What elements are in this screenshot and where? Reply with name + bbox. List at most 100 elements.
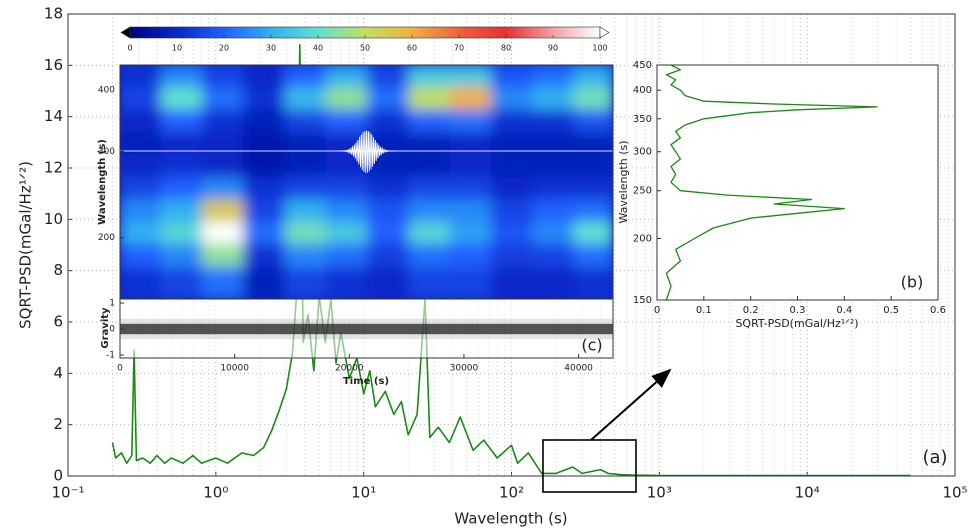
- plot-frame: [119, 298, 614, 359]
- x-tick-label: 0.6: [930, 305, 946, 316]
- heatmap-cell: [573, 243, 613, 268]
- heatmap-cell: [532, 221, 575, 245]
- heatmap-cell: [120, 266, 162, 299]
- heatmap-cell: [573, 65, 613, 88]
- heatmap-cell: [325, 65, 369, 88]
- colorbar-tick-label: 10: [172, 44, 182, 53]
- heatmap-cell: [367, 221, 410, 245]
- heatmap-cell: [408, 243, 451, 268]
- heatmap-cell: [120, 109, 162, 133]
- heatmap-cell: [532, 86, 575, 111]
- y-tick-label: 14: [44, 107, 63, 125]
- x-axis-label: Time (s): [343, 376, 389, 387]
- heatmap-cell: [408, 65, 451, 88]
- wave-packet: [336, 130, 397, 173]
- y-tick-label: 150: [633, 295, 652, 306]
- panel-label: (a): [922, 447, 947, 468]
- heatmap-cell: [573, 266, 613, 299]
- heatmap-cell: [325, 221, 369, 245]
- y-tick-label: 16: [44, 56, 63, 74]
- y-tick-label: 400: [98, 86, 115, 96]
- heatmap-cell: [367, 86, 410, 111]
- heatmap-cell: [573, 177, 613, 201]
- plot-frame: [656, 64, 939, 301]
- x-tick-label: 0.4: [836, 305, 852, 316]
- colorbar-tick-label: 30: [266, 44, 276, 53]
- y-tick-label: 200: [98, 233, 115, 243]
- heatmap-cell: [120, 154, 162, 179]
- heatmap-cell: [243, 199, 286, 223]
- colorbar-high-arrow: [599, 26, 610, 39]
- heatmap-cell: [573, 109, 613, 133]
- heatmap-cell: [573, 131, 613, 156]
- heatmap-cell: [160, 243, 204, 268]
- y-axis-label: Wavelength (s): [617, 140, 630, 223]
- colorbar-tick-label: 40: [313, 44, 323, 53]
- x-tick-label: 0.3: [790, 305, 806, 316]
- heatmap-cell: [202, 154, 245, 179]
- heatmap-cell: [490, 131, 534, 156]
- y-tick-label: 350: [633, 114, 652, 125]
- heatmap-cell: [490, 65, 534, 88]
- y-tick-label: 300: [633, 147, 652, 158]
- heatmap-cell: [160, 65, 204, 88]
- y-tick-label: 300: [98, 147, 115, 157]
- colorbar-tick-label: 100: [592, 44, 607, 53]
- x-tick-label: 0.1: [696, 305, 712, 316]
- panel-label: (b): [901, 273, 924, 292]
- heatmap-cell: [490, 154, 534, 179]
- heatmap-cell: [284, 109, 327, 133]
- heatmap-cell: [120, 86, 162, 111]
- x-tick-label: 0.2: [743, 305, 759, 316]
- heatmap-cell: [202, 65, 245, 88]
- y-tick-label: 400: [633, 85, 652, 96]
- heatmap-cells: [120, 65, 613, 299]
- heatmap-cell: [449, 131, 492, 156]
- heatmap-cell: [284, 243, 327, 268]
- heatmap-cell: [408, 177, 451, 201]
- colorbar-tick-label: 70: [454, 44, 464, 53]
- heatmap-cell: [243, 109, 286, 133]
- heatmap-cell: [325, 266, 369, 299]
- zoom-arrow: [590, 368, 672, 441]
- heatmap-cell: [284, 177, 327, 201]
- heatmap-cell: [160, 199, 204, 223]
- heatmap-cell: [120, 221, 162, 245]
- heatmap-cell: [367, 177, 410, 201]
- heatmap-cell: [243, 86, 286, 111]
- heatmap-cell: [284, 221, 327, 245]
- x-tick-label: 30000: [450, 364, 479, 374]
- panel-label: (c): [581, 336, 602, 355]
- x-tick-label: 0: [117, 364, 123, 374]
- x-axis-label: Wavelength (s): [454, 510, 567, 528]
- heatmap-cell: [243, 131, 286, 156]
- heatmap-cell: [490, 243, 534, 268]
- heatmap-cell: [202, 109, 245, 133]
- y-tick-label: 1: [109, 299, 115, 309]
- colorbar-tick-label: 90: [548, 44, 558, 53]
- heatmap-cell: [160, 131, 204, 156]
- heatmap-cell: [325, 243, 369, 268]
- heatmap-cell: [367, 199, 410, 223]
- heatmap-cell: [449, 243, 492, 268]
- y-tick-label: 6: [53, 313, 63, 331]
- heatmap-cell: [367, 266, 410, 299]
- heatmap-cell: [408, 109, 451, 133]
- heatmap-clip: [120, 65, 613, 299]
- y-tick-label: 250: [633, 186, 652, 197]
- colorbar-tick-label: 50: [360, 44, 370, 53]
- heatmap-cell: [573, 221, 613, 245]
- y-tick-label: 10: [44, 210, 63, 228]
- heatmap-cell: [202, 131, 245, 156]
- heatmap-cell: [202, 266, 245, 299]
- heatmap-cell: [449, 65, 492, 88]
- heatmap-cell: [490, 199, 534, 223]
- x-tick-label: 10⁰: [203, 484, 228, 502]
- x-tick-label: 10000: [220, 364, 249, 374]
- heatmap-cell: [284, 154, 327, 179]
- heatmap-cell: [243, 243, 286, 268]
- heatmap-cell: [449, 154, 492, 179]
- heatmap-cell: [284, 266, 327, 299]
- heatmap-cell: [532, 65, 575, 88]
- heatmap-cell: [202, 199, 245, 223]
